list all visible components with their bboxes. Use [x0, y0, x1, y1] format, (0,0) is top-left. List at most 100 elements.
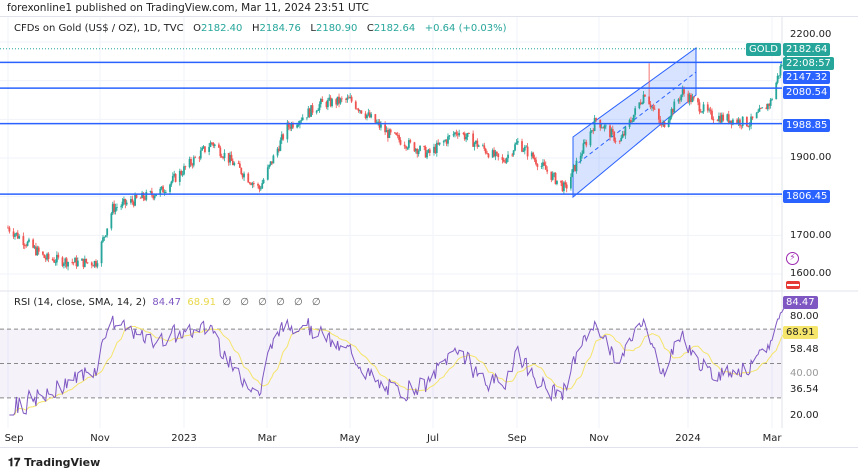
candle-body: [473, 142, 476, 147]
candle-body: [394, 132, 396, 134]
candle-body: [152, 195, 155, 199]
candle-body: [231, 160, 234, 166]
candle-body: [678, 99, 681, 101]
rsi-axis-label: 40.00: [790, 368, 819, 379]
candle-body: [444, 140, 447, 142]
candle-body: [389, 129, 392, 133]
close-value: 2182.64: [373, 23, 416, 34]
candle-body: [173, 173, 176, 176]
candle-body: [192, 157, 195, 166]
candle-body: [318, 104, 321, 111]
candle-body: [569, 177, 572, 189]
candle-body: [610, 129, 613, 138]
candle-body: [25, 245, 28, 247]
candle-body: [82, 258, 85, 267]
candle-body: [209, 142, 212, 147]
rsi-value: 84.47: [152, 297, 182, 308]
candle-body: [556, 180, 558, 185]
candle-body: [660, 124, 663, 126]
candle-body: [438, 142, 441, 145]
candle-body: [671, 109, 674, 113]
candle-body: [258, 185, 261, 190]
candle-body: [116, 207, 118, 209]
candle-body: [487, 153, 490, 158]
candle-body: [93, 261, 96, 267]
candle-body: [448, 135, 451, 137]
candle-body: [613, 131, 616, 141]
candle-body: [162, 186, 164, 193]
candle-body: [698, 102, 701, 112]
candle-body: [7, 227, 9, 229]
candle-body: [595, 118, 597, 120]
candle-body: [28, 239, 30, 242]
candle-body: [530, 152, 533, 157]
rsi-axis-label: 20.00: [790, 410, 819, 421]
candle-body: [202, 146, 205, 148]
rsi-sma-value: 68.91: [187, 297, 217, 308]
rsi-legend: RSI (14, close, SMA, 14, 2) 84.47 68.91 …: [14, 297, 324, 308]
candle-body: [131, 199, 134, 202]
candle-body: [702, 104, 705, 112]
candle-body: [198, 157, 201, 159]
symbol-legend: CFDs on Gold (US$ / OZ), 1D, TVC O2182.4…: [14, 23, 507, 34]
candle-body: [222, 157, 225, 159]
candle-body: [47, 253, 50, 259]
candle-body: [546, 169, 549, 172]
candle-body: [184, 166, 187, 168]
candle-body: [699, 111, 702, 113]
candle-body: [563, 182, 565, 192]
candle-body: [174, 173, 177, 182]
candle-body: [399, 139, 402, 145]
candle-body: [493, 150, 495, 157]
candle-body: [204, 146, 206, 153]
candle-body: [445, 140, 448, 144]
candle-body: [406, 147, 409, 149]
candle-body: [357, 108, 360, 112]
candle-body: [532, 152, 535, 158]
x-axis-label: 2024: [675, 433, 701, 444]
candle-body: [237, 162, 240, 164]
level-tag: 2080.54: [783, 86, 831, 99]
candle-body: [325, 101, 328, 108]
candle-body: [554, 172, 557, 185]
candle-body: [604, 125, 607, 127]
candle-body: [706, 104, 709, 111]
candle-body: [16, 232, 19, 239]
candle-body: [272, 155, 275, 164]
candle-body: [442, 141, 445, 143]
candle-body: [364, 113, 367, 119]
candle-body: [634, 108, 637, 115]
candle-body: [336, 96, 339, 105]
candle-body: [785, 48, 787, 65]
lightning-icon[interactable]: ⚡: [786, 252, 799, 265]
tradingview-logo[interactable]: 𝟏𝟕 TradingView: [8, 456, 101, 469]
candle-body: [745, 116, 748, 127]
candle-body: [271, 161, 273, 164]
candle-body: [780, 64, 783, 67]
candle-body: [424, 146, 427, 158]
candle-body: [572, 165, 575, 170]
candle-body: [22, 236, 25, 246]
candle-body: [688, 94, 691, 103]
candle-body: [758, 108, 761, 112]
candle-body: [491, 150, 494, 158]
candle-body: [96, 263, 99, 267]
candle-body: [494, 151, 497, 157]
candle-body: [419, 145, 421, 151]
candle-body: [561, 182, 564, 192]
rsi-axis-label: 58.48: [790, 344, 819, 355]
candle-body: [279, 140, 282, 151]
candle-body: [414, 149, 417, 152]
candle-body: [15, 232, 18, 235]
candle-body: [589, 131, 592, 146]
candle-body: [670, 109, 673, 118]
candle-body: [328, 97, 331, 101]
candle-body: [42, 251, 44, 255]
candle-body: [632, 114, 635, 122]
us-flag-icon[interactable]: [786, 281, 800, 289]
symbol-tag: GOLD: [746, 43, 781, 56]
candle-body: [631, 121, 634, 123]
candle-body: [261, 183, 264, 189]
candle-body: [238, 163, 241, 168]
